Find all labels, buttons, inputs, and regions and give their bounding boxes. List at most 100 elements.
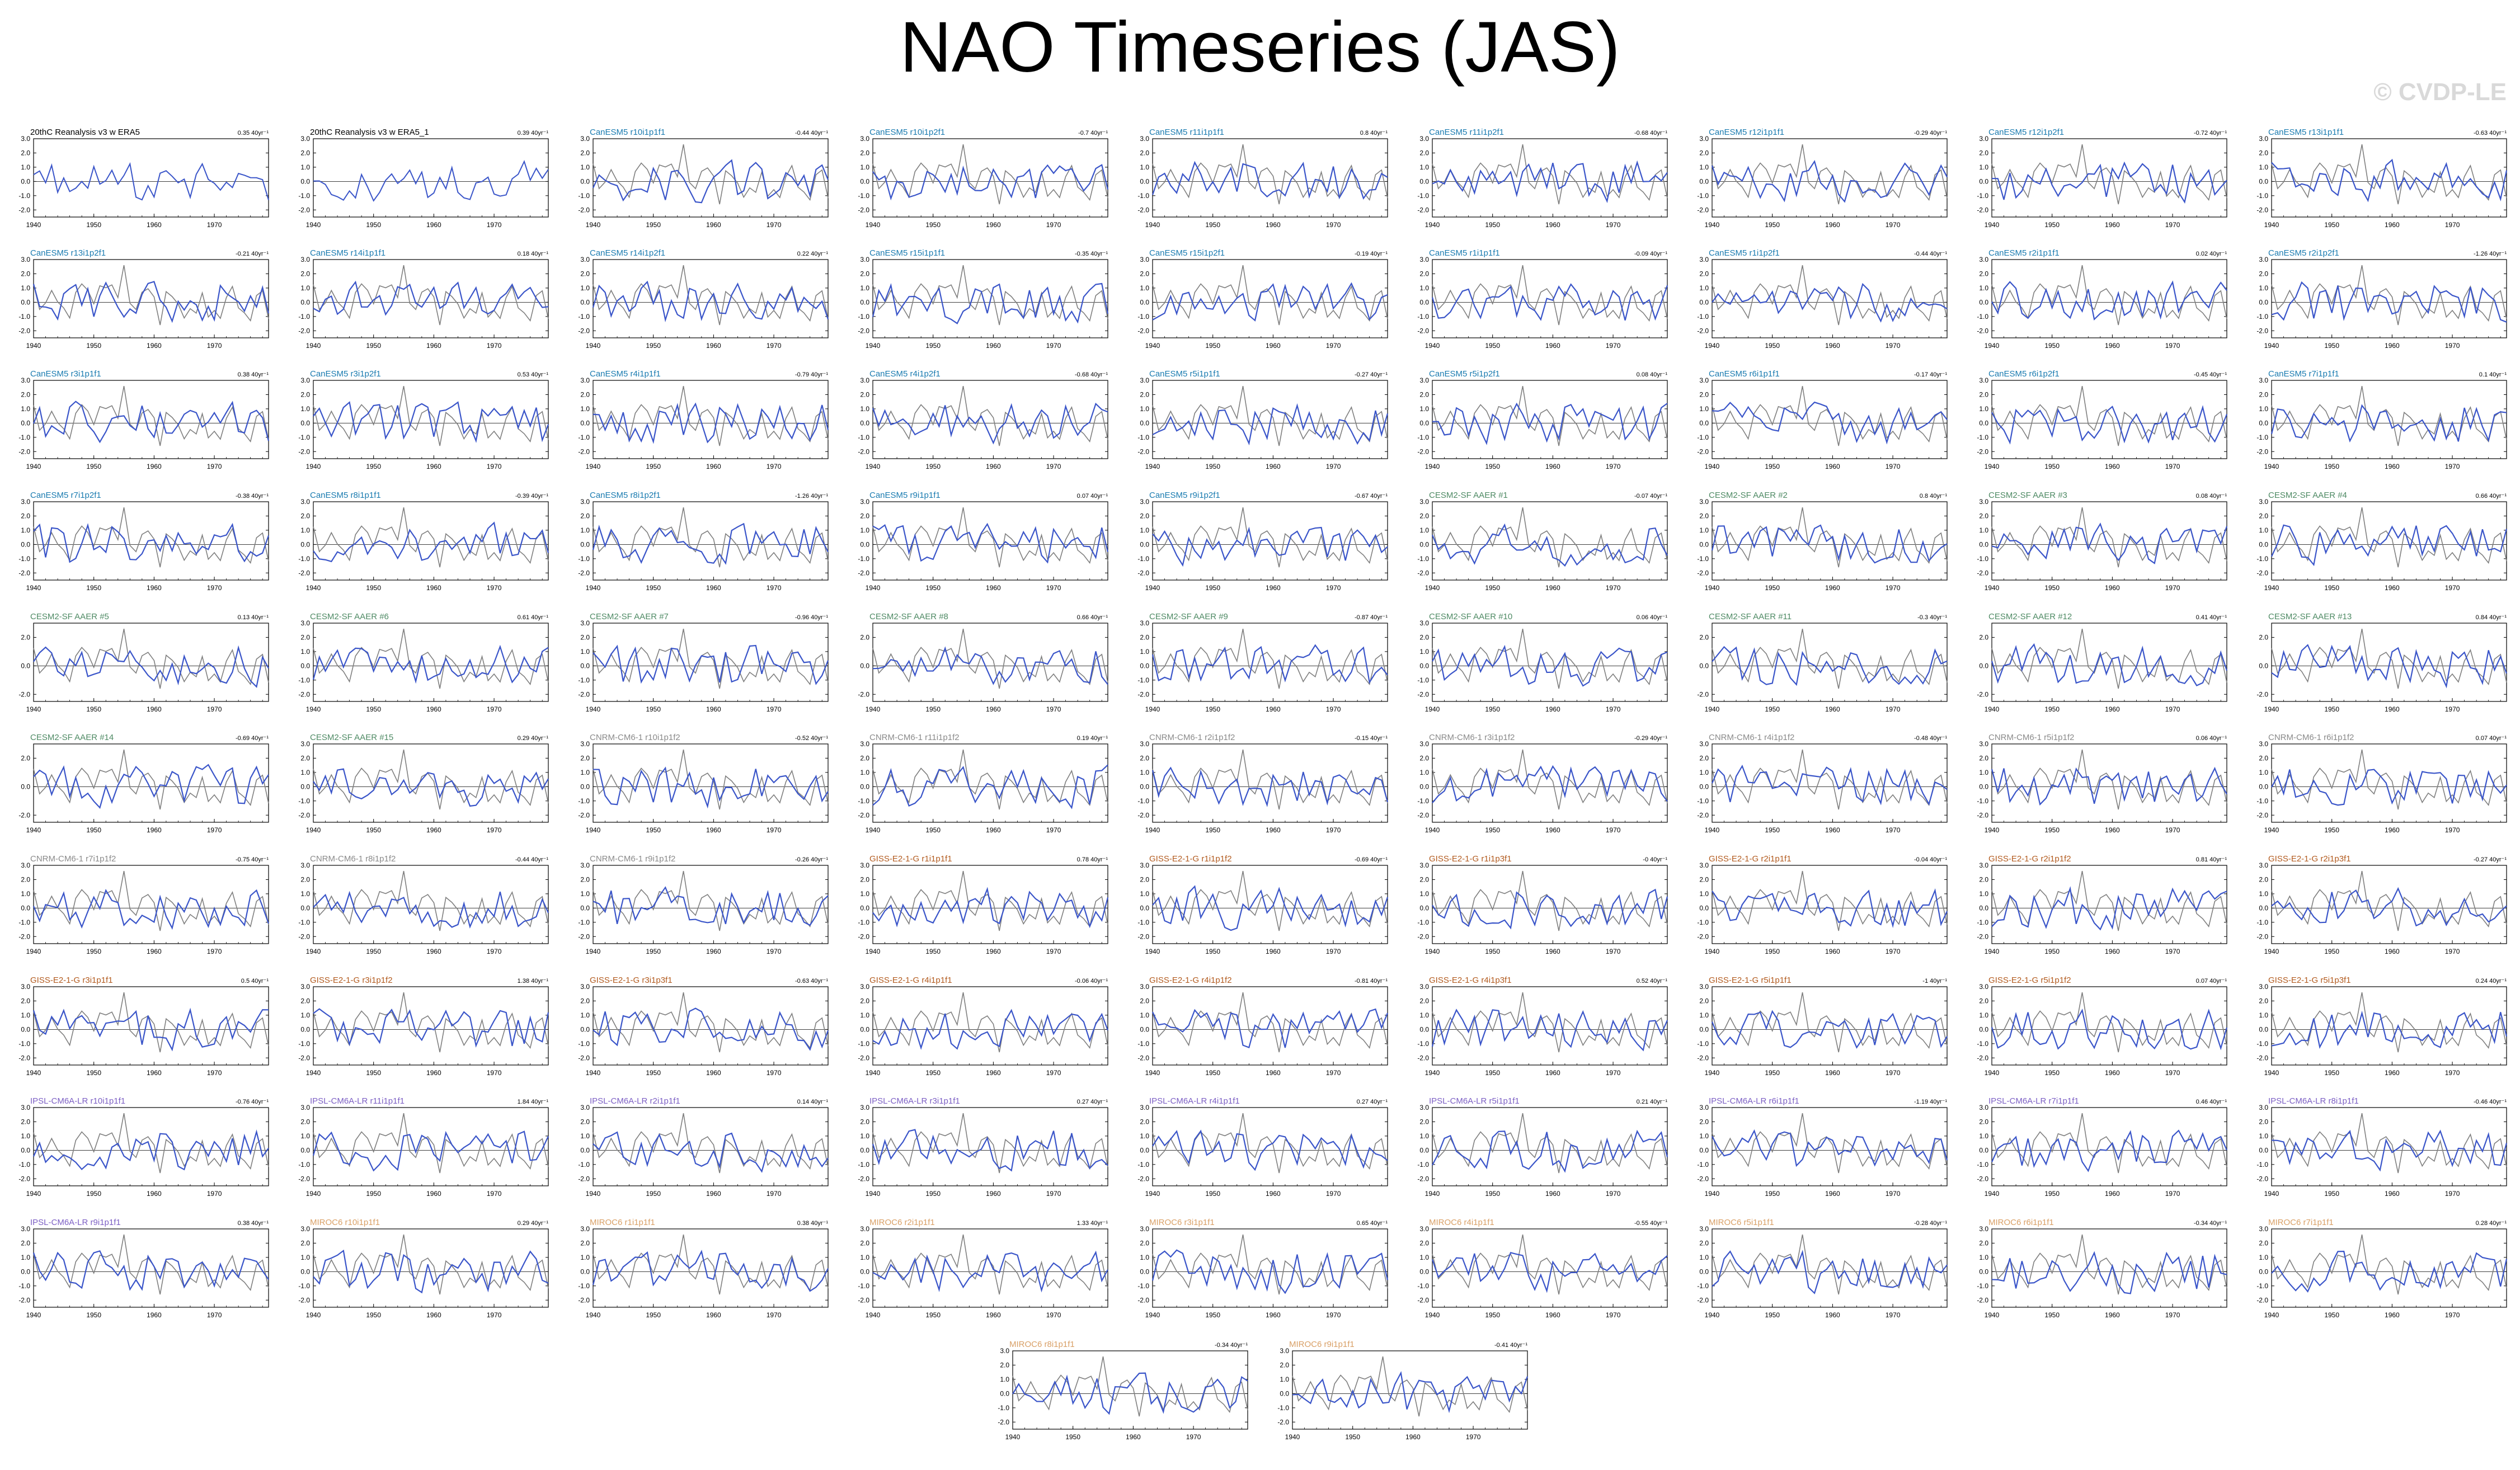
y-tick-label: 0.0	[1699, 1268, 1709, 1275]
y-tick-label: 0.0	[1979, 177, 1988, 185]
panel: CESM2-SF AAER #3 0.08 40yr⁻¹ 3.0 2.0 1.0 0.0 -…	[1977, 491, 2228, 592]
panel-frame	[2271, 501, 2507, 581]
y-tick-label: 3.0	[1419, 619, 1429, 627]
panel-trend: -0.75 40yr⁻¹	[236, 856, 269, 863]
x-tick-label: 1970	[1326, 584, 1341, 592]
y-tick-label: -2.0	[2256, 690, 2268, 698]
obs-series-line	[1432, 1235, 1668, 1295]
panel-trend: -0.63 40yr⁻¹	[795, 978, 828, 984]
y-tick-label: -2.0	[1977, 932, 1988, 940]
y-tick-label: -1.0	[1417, 555, 1429, 563]
y-tick-label: 2.0	[1140, 270, 1149, 277]
model-series-line	[313, 521, 549, 563]
model-series-line	[2271, 644, 2508, 689]
model-series-line	[1712, 888, 1948, 929]
y-tick-label: 3.0	[580, 135, 590, 143]
y-tick-label: 2.0	[1419, 390, 1429, 398]
x-tick-label: 1970	[1046, 1069, 1061, 1077]
y-tick-label: -2.0	[1137, 1175, 1149, 1182]
panel-trend: 0.53 40yr⁻¹	[518, 371, 549, 378]
y-tick-label: -1.0	[1417, 1282, 1429, 1290]
x-tick-label: 1960	[1545, 342, 1560, 350]
x-tick-label: 1940	[1985, 826, 2000, 834]
x-tick-label: 1950	[2324, 463, 2339, 470]
panel-trend: 0.29 40yr⁻¹	[518, 1220, 549, 1227]
y-tick-label: -2.0	[18, 932, 30, 940]
panel: CanESM5 r15i1p2f1 -0.19 40yr⁻¹ 3.0 2.0 1.0 0.…	[1137, 248, 1388, 350]
y-tick-label: -1.0	[1417, 676, 1429, 684]
y-tick-label: 3.0	[1140, 1225, 1149, 1233]
y-tick-label: 1.0	[1699, 526, 1709, 534]
panel-frame	[872, 1107, 1108, 1186]
y-tick-label: 0.0	[1140, 783, 1149, 790]
obs-series-line	[1152, 1113, 1388, 1174]
y-tick-label: -1.0	[858, 313, 869, 321]
y-tick-label: 0.0	[860, 540, 869, 548]
y-tick-label: -1.0	[1697, 1161, 1709, 1169]
y-tick-label: -2.0	[858, 811, 869, 819]
panel-title: 20thC Reanalysis v3 w ERA5_1	[310, 128, 429, 137]
y-tick-label: -2.0	[1697, 811, 1709, 819]
y-tick-label: 1.0	[1140, 163, 1149, 171]
obs-series-line	[1712, 1235, 1948, 1295]
x-tick-label: 1940	[1425, 1069, 1440, 1077]
obs-series-line	[593, 386, 829, 446]
model-series-line	[1712, 282, 1948, 323]
x-tick-label: 1950	[86, 826, 101, 834]
obs-series-line	[872, 507, 1108, 568]
x-tick-label: 1960	[426, 584, 441, 592]
x-tick-label: 1960	[1825, 826, 1840, 834]
panel-title: CanESM5 r2i1p2f1	[2268, 248, 2339, 258]
panel-title: CanESM5 r15i1p2f1	[1149, 248, 1225, 258]
x-tick-label: 1960	[1545, 948, 1560, 955]
panel-trend: 1.38 40yr⁻¹	[518, 978, 549, 984]
y-tick-label: 3.0	[21, 1104, 30, 1111]
panel-frame	[1152, 1107, 1388, 1186]
y-tick-label: 2.0	[1419, 754, 1429, 762]
x-tick-label: 1970	[487, 463, 502, 470]
model-series-line	[313, 891, 549, 929]
y-tick-label: -1.0	[18, 192, 30, 200]
obs-series-line	[313, 159, 549, 202]
model-series-line	[1991, 766, 2227, 806]
x-tick-label: 1950	[1485, 1069, 1500, 1077]
x-tick-label: 1970	[2445, 826, 2460, 834]
y-tick-label: 2.0	[860, 633, 869, 641]
y-tick-label: 2.0	[1979, 633, 1988, 641]
y-tick-label: 1.0	[300, 769, 310, 776]
y-tick-label: -2.0	[1977, 1175, 1988, 1182]
panel-title: CNRM-CM6-1 r2i1p1f2	[1149, 733, 1235, 742]
x-tick-label: 1970	[1046, 826, 1061, 834]
y-tick-label: -1.0	[18, 1040, 30, 1048]
x-tick-label: 1950	[925, 948, 941, 955]
x-tick-label: 1940	[866, 826, 881, 834]
x-tick-label: 1950	[2324, 1311, 2339, 1319]
panel-frame	[33, 865, 269, 944]
y-tick-label: 2.0	[1419, 270, 1429, 277]
y-tick-label: -2.0	[298, 447, 310, 455]
x-tick-label: 1950	[925, 826, 941, 834]
x-tick-label: 1940	[586, 1190, 601, 1198]
model-series-line	[1712, 1250, 1948, 1294]
y-tick-label: -1.0	[1137, 1040, 1149, 1048]
y-tick-label: -1.0	[1137, 676, 1149, 684]
y-tick-label: 0.0	[2259, 419, 2268, 427]
y-tick-label: 1.0	[1419, 526, 1429, 534]
model-series-line	[1152, 282, 1388, 322]
x-tick-label: 1960	[147, 826, 162, 834]
y-tick-label: 2.0	[580, 633, 590, 641]
y-tick-label: -2.0	[1417, 569, 1429, 577]
x-tick-label: 1940	[1425, 584, 1440, 592]
panel-title: CanESM5 r9i1p1f1	[869, 491, 941, 500]
obs-series-line	[2271, 1113, 2507, 1174]
x-tick-label: 1940	[1005, 1433, 1021, 1441]
panel-title: GISS-E2-1-G r5i1p1f1	[1709, 976, 1792, 985]
panel-trend: 0.21 40yr⁻¹	[1637, 1099, 1668, 1105]
x-tick-label: 1970	[1886, 826, 1901, 834]
panel-frame	[1152, 380, 1388, 459]
x-tick-label: 1970	[1606, 1190, 1621, 1198]
x-tick-label: 1950	[1485, 826, 1500, 834]
y-tick-label: -1.0	[998, 1404, 1009, 1412]
panel: CanESM5 r8i1p1f1 -0.39 40yr⁻¹ 3.0 2.0 1.0 0.0…	[298, 491, 549, 592]
panel-title: CanESM5 r5i1p2f1	[1429, 369, 1500, 379]
